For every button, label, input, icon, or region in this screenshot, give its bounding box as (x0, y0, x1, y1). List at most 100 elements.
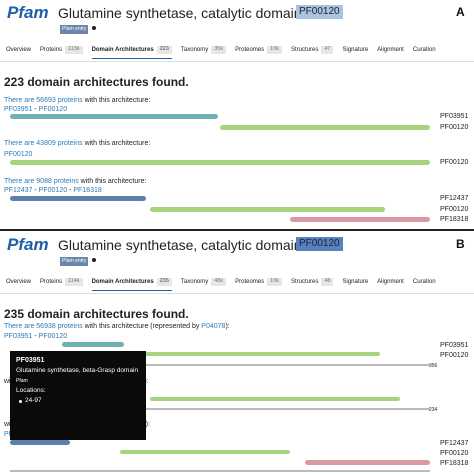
domain-label: PF03951 (440, 113, 469, 120)
entry-type-badge: Pfam entry (60, 25, 89, 34)
tab[interactable]: Proteomes 10k (235, 46, 283, 54)
tab-name[interactable]: Overview (6, 278, 32, 285)
panel-label: B (456, 237, 465, 251)
domain-link[interactable]: PF00120 (38, 187, 68, 194)
tooltip-source: Pfam (16, 378, 28, 384)
domain-bar (10, 160, 430, 165)
tooltip: PF03951 Glutamine synthetase, beta-Grasp … (10, 351, 146, 440)
representative-link[interactable]: P04078 (201, 323, 226, 330)
domain-link[interactable]: PF00120 (38, 106, 68, 113)
tooltip-locations-label: Locations: (16, 387, 46, 394)
domain-links: PF03951 - PF00120 (4, 106, 67, 113)
tab-name[interactable]: Signature (342, 46, 369, 53)
arch-summary: There are 56693 proteins with this archi… (4, 97, 150, 104)
domain-label: PF00120 (440, 450, 469, 457)
tab[interactable]: Proteomes 10k (235, 278, 283, 286)
heading: 235 domain architectures found. (4, 307, 189, 321)
tab-name[interactable]: Overview (6, 46, 32, 53)
tab[interactable]: Alignment (377, 279, 404, 285)
protein-line (10, 408, 430, 410)
entry-type-badge: Pfam entry (60, 257, 89, 266)
tab[interactable]: Proteins 113k (40, 46, 83, 54)
info-icon (92, 26, 96, 30)
tab-name[interactable]: Alignment (377, 278, 404, 285)
bullet (19, 400, 22, 403)
domain-bar (220, 125, 430, 130)
tab[interactable]: Structures 47 (291, 46, 334, 54)
domain-label: PF18318 (440, 216, 469, 223)
tab-count: 114k (65, 278, 83, 286)
domain-links: PF00120 (4, 151, 32, 158)
tab-count: 10k (267, 46, 283, 54)
tab-name[interactable]: Structures (291, 46, 319, 53)
accession-badge: PF00120 (296, 237, 343, 251)
tab-name[interactable]: Curation (412, 46, 436, 53)
logo: Pfam (7, 235, 49, 254)
tab-count: 235 (156, 278, 172, 286)
arch-text: with this architecture: (84, 97, 151, 104)
tab-name[interactable]: Signature (342, 278, 369, 285)
proteins-link[interactable]: There are 56693 proteins (4, 97, 83, 104)
domain-link[interactable]: PF00120 (4, 151, 33, 158)
tab-name[interactable]: Domain Architectures (91, 47, 154, 53)
proteins-link[interactable]: There are 43809 proteins (4, 140, 83, 147)
tab[interactable]: Signature (342, 279, 368, 285)
domain-label: PF00120 (440, 206, 469, 213)
domain-link[interactable]: PF18318 (73, 187, 102, 194)
tabs: Overview Proteins 114k Domain Architectures… (6, 278, 436, 291)
domain-link[interactable]: PF12437 (4, 187, 33, 194)
tab-count: 10k (267, 278, 283, 286)
separator: - (69, 187, 72, 194)
proteins-link[interactable]: There are 56938 proteins (4, 323, 83, 330)
tab[interactable]: Taxonomy 35k (180, 46, 227, 54)
tab[interactable]: Overview (6, 279, 31, 285)
tab[interactable]: Alignment (377, 47, 404, 53)
proteins-link[interactable]: There are 9088 proteins (4, 178, 79, 185)
tab-name[interactable]: Proteins (40, 46, 63, 53)
tab-name[interactable]: Proteins (40, 278, 63, 285)
tab-count: 47 (321, 46, 334, 54)
domain-label: PF03951 (440, 342, 469, 349)
tab-divider (0, 293, 474, 294)
entry-title: Glutamine synthetase, catalytic domain (58, 237, 302, 253)
tab-count: 48k (211, 278, 227, 286)
domain-link[interactable]: PF00120 (38, 333, 68, 340)
heading: 223 domain architectures found. (4, 75, 189, 89)
tab-divider (0, 61, 474, 62)
tab-name[interactable]: Alignment (377, 46, 404, 53)
tab-name[interactable]: Domain Architectures (91, 279, 154, 285)
tab-name[interactable]: Taxonomy (180, 278, 209, 285)
tab-name[interactable]: Proteomes (235, 46, 265, 53)
tab-name[interactable]: Taxonomy (180, 46, 209, 53)
tab[interactable]: Signature (342, 47, 368, 53)
arch-text: with this architecture: (80, 178, 147, 185)
tabs: Overview Proteins 113k Domain Architectures… (6, 46, 436, 59)
tooltip-description: Glutamine synthetase, beta-Grasp domain (16, 367, 139, 374)
domain-link[interactable]: PF03951 (4, 106, 33, 113)
tab[interactable]: Domain Architectures 235 (91, 278, 172, 291)
domain-links: PF12437 - PF00120 - PF18318 (4, 187, 102, 194)
arch-text: with this architecture (represented by (84, 323, 200, 330)
tab-name[interactable]: Proteomes (235, 278, 265, 285)
domain-label: PF12437 (440, 195, 469, 202)
tab[interactable]: Domain Architectures 223 (91, 46, 172, 59)
tab-name[interactable]: Curation (412, 278, 436, 285)
info-icon (92, 258, 96, 262)
domain-bar (150, 207, 385, 212)
protein-line (10, 470, 430, 472)
accession-badge: PF00120 (296, 5, 343, 19)
tab[interactable]: Overview (6, 47, 31, 53)
tab[interactable]: Taxonomy 48k (180, 278, 227, 286)
domain-bar (290, 217, 430, 222)
domain-label: PF00120 (440, 159, 469, 166)
tab[interactable]: Curation (413, 47, 436, 53)
domain-bar (10, 440, 70, 445)
tab-name[interactable]: Structures (291, 278, 319, 285)
entry-title: Glutamine synthetase, catalytic domain (58, 5, 302, 21)
tab[interactable]: Proteins 114k (40, 278, 83, 286)
domain-link[interactable]: PF03951 (4, 333, 33, 340)
tab[interactable]: Curation (413, 279, 436, 285)
tab[interactable]: Structures 48 (291, 278, 334, 286)
tab-count: 48 (321, 278, 334, 286)
